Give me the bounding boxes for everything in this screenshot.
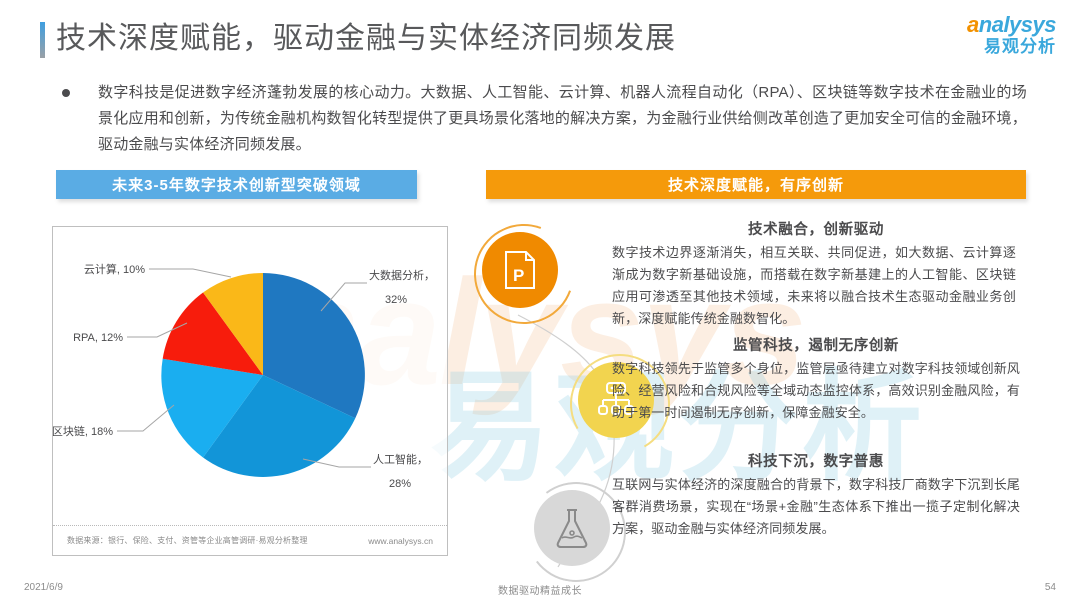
logo-latin-text: analysys [967,14,1056,36]
info-block-1-body: 数字技术边界逐渐消失，相互关联、共同促进，如大数据、云计算逐渐成为数字新基础设施… [612,245,1016,326]
analysys-logo: analysys 易观分析 [967,14,1056,57]
logo-lead-letter: a [967,12,979,37]
pie-slice-big-data [263,273,365,419]
info-block-3-body: 互联网与实体经济的深度融合的背景下，数字科技厂商数字下沉到长尾客群消费场景，实现… [612,477,1020,536]
flask-glyph [556,509,588,548]
info-block-1: 技术融合，创新驱动 数字技术边界逐渐消失，相互关联、共同促进，如大数据、云计算逐… [612,218,1020,330]
pdf-document-icon: P [482,232,558,308]
leader-line-cloud [149,268,232,278]
pdf-document-glyph: P [505,251,535,289]
info-block-2-body: 数字科技领先于监管多个身位，监管层亟待建立对数字科技领域创新风险、经营风险和合规… [612,361,1020,420]
bullet-dot-icon [62,89,70,97]
bullet-paragraph: 数字科技是促进数字经济蓬勃发展的核心动力。大数据、人工智能、云计算、机器人流程自… [62,80,1027,158]
info-block-3: 科技下沉，数字普惠 互联网与实体经济的深度融合的背景下，数字科技厂商数字下沉到长… [612,450,1020,540]
logo-latin-rest: nalysys [978,12,1057,37]
info-block-3-title: 科技下沉，数字普惠 [748,454,884,470]
chart-url-text: www.analysys.cn [368,535,433,546]
pie-slice-ai [203,375,356,477]
leader-line-rpa [127,322,188,338]
chart-source-text: 数据来源：银行、保险、支付、资管等企业高管调研·易观分析整理 [67,536,308,545]
title-accent-bar [40,22,45,58]
pie-label-big-data-value: 32% [385,294,407,306]
info-block-2-title: 监管科技，遏制无序创新 [732,338,900,354]
org-chart-glyph [598,382,634,415]
pie-label-blockchain: 区块链, 18% [53,424,113,438]
pie-label-rpa: RPA, 12% [73,332,123,344]
logo-cjk-text: 易观分析 [984,37,1056,56]
flask-icon [534,490,610,566]
chart-footer: 数据来源：银行、保险、支付、资管等企业高管调研·易观分析整理 www.analy… [53,525,447,555]
pie-chart-panel: 大数据分析， 32% 人工智能， 28% 区块链, 18% RPA, 12% 云… [52,226,448,556]
footer-page-number: 54 [1044,582,1056,593]
pie-label-big-data-name: 大数据分析， [369,268,435,282]
leader-line-blockchain [117,404,175,432]
leader-line-ai [302,458,371,468]
pie-label-ai-value: 28% [389,478,411,490]
section-header-right: 技术深度赋能，有序创新 [486,170,1026,199]
info-block-2: 监管科技，遏制无序创新 数字科技领先于监管多个身位，监管层亟待建立对数字科技领域… [612,334,1020,424]
pie-slice-rpa [162,292,263,375]
svg-text:P: P [513,266,524,285]
org-chart-icon [578,362,654,438]
pie-slice-blockchain [161,358,263,458]
pie-chart-svg: 大数据分析， 32% 人工智能， 28% 区块链, 18% RPA, 12% 云… [53,262,435,490]
slide-footer: 2021/6/9 数据驱动精益成长 54 [0,580,1080,600]
pie-label-cloud: 云计算, 10% [84,262,145,276]
info-block-1-title: 技术融合，创新驱动 [748,222,884,238]
bullet-paragraph-text: 数字科技是促进数字经济蓬勃发展的核心动力。大数据、人工智能、云计算、机器人流程自… [98,84,1027,153]
footer-date: 2021/6/9 [24,582,63,593]
pie-label-ai-name: 人工智能， [373,452,428,466]
footer-tagline: 数据驱动精益成长 [498,586,582,597]
page-title: 技术深度赋能，驱动金融与实体经济同频发展 [56,22,676,55]
section-header-left: 未来3-5年数字技术创新型突破领域 [56,170,417,199]
leader-line-big-data [320,282,367,312]
pie-slice-cloud [203,273,263,375]
